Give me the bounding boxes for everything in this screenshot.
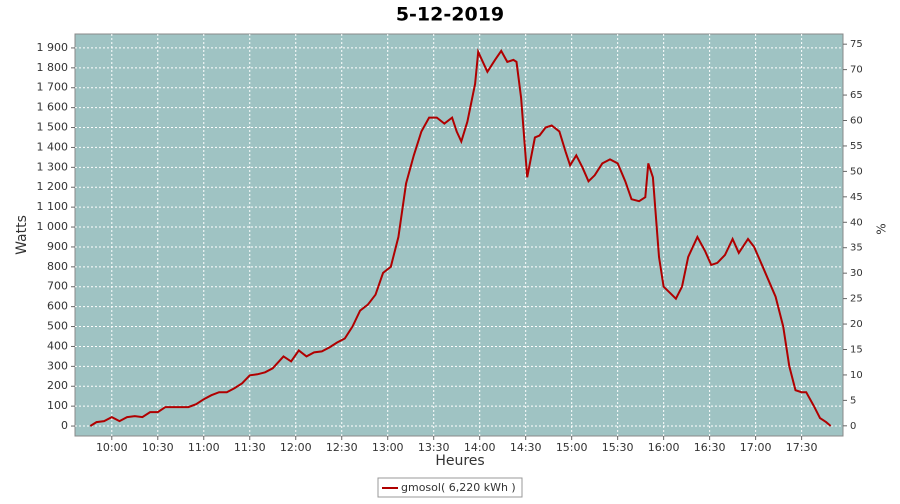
y-tick-label: 100 [47,399,68,412]
y2-axis-label: % [875,223,889,234]
y2-tick-label: 0 [850,421,856,432]
x-tick-label: 13:00 [372,441,404,454]
y-tick-label: 700 [47,280,68,293]
y2-tick-label: 50 [850,166,863,177]
x-tick-label: 15:30 [602,441,634,454]
x-tick-label: 13:30 [418,441,450,454]
y-tick-label: 1 700 [37,81,69,94]
y-tick-label: 1 300 [37,160,69,173]
y2-tick-label: 45 [850,192,863,203]
y-tick-label: 1 000 [37,220,69,233]
y-tick-label: 1 800 [37,61,69,74]
chart-title: 5-12-2019 [396,4,504,26]
x-tick-label: 12:00 [280,441,312,454]
x-tick-label: 17:00 [740,441,772,454]
y2-tick-label: 20 [850,319,863,330]
y-tick-label: 1 100 [37,200,69,213]
y2-tick-label: 35 [850,243,863,254]
y2-tick-label: 15 [850,344,863,355]
x-tick-label: 15:00 [556,441,588,454]
y2-tick-label: 40 [850,217,863,228]
legend-label: gmosol( 6,220 kWh ) [401,481,516,494]
y-tick-label: 200 [47,379,68,392]
y2-tick-label: 10 [850,370,863,381]
x-tick-label: 16:30 [694,441,726,454]
x-tick-label: 10:00 [96,441,128,454]
legend [377,477,523,498]
data-line [89,48,832,427]
x-tick-label: 12:30 [326,441,358,454]
y2-tick-label: 75 [850,39,863,50]
y-tick-label: 1 600 [37,101,69,114]
y-tick-label: 800 [47,260,68,273]
y-tick-label: 900 [47,240,68,253]
y2-tick-label: 25 [850,294,863,305]
x-tick-label: 11:00 [188,441,220,454]
x-tick-label: 16:00 [648,441,680,454]
y2-tick-label: 65 [850,90,863,101]
y2-tick-label: 70 [850,65,863,76]
y-tick-label: 1 500 [37,121,69,134]
y-axis-label: Watts [14,215,30,255]
y-tick-label: 600 [47,300,68,313]
y-tick-label: 400 [47,339,68,352]
y-tick-label: 1 200 [37,180,69,193]
y-tick-label: 1 400 [37,140,69,153]
y-tick-label: 300 [47,359,68,372]
y2-tick-label: 55 [850,141,863,152]
x-tick-label: 11:30 [234,441,266,454]
x-tick-label: 14:30 [510,441,542,454]
y-tick-label: 1 900 [37,41,69,54]
y-tick-label: 0 [61,419,68,432]
x-axis-label: Heures [435,453,484,469]
x-tick-label: 17:30 [786,441,818,454]
x-tick-label: 14:00 [464,441,496,454]
y2-tick-label: 5 [850,395,856,406]
y2-tick-label: 30 [850,268,863,279]
y-tick-label: 500 [47,320,68,333]
x-tick-label: 10:30 [142,441,174,454]
y2-tick-label: 60 [850,116,863,127]
plot-area [74,33,844,437]
